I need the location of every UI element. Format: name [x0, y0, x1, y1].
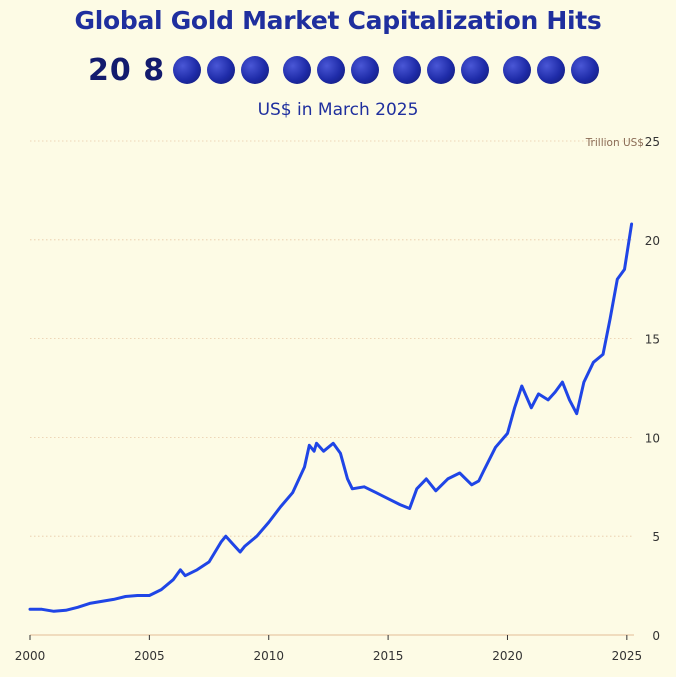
- masked-digit-dot: [427, 56, 456, 84]
- masked-digit-dot: [537, 56, 566, 84]
- masked-digit-dot: [393, 56, 422, 84]
- x-tick-label: 2010: [253, 649, 284, 663]
- y-tick-label: 15: [645, 333, 660, 347]
- masked-digit-dot: [461, 56, 490, 84]
- page-title: Global Gold Market Capitalization Hits: [74, 6, 602, 35]
- masked-digit-dot: [283, 56, 312, 84]
- big-number-digits: 20 8: [88, 52, 166, 88]
- y-tick-label: 5: [652, 530, 660, 544]
- masked-digit-dot: [571, 56, 600, 84]
- y-axis-tick-labels: 0 5 10 15 20 25: [645, 135, 660, 643]
- masked-digit-dot: [241, 56, 270, 84]
- masked-digit-dot: [503, 56, 532, 84]
- y-tick-label: 20: [645, 234, 660, 248]
- x-tick-label: 2020: [492, 649, 523, 663]
- y-tick-label: 10: [645, 431, 660, 445]
- gridlines: [30, 140, 634, 636]
- masked-digit-dot: [173, 56, 202, 84]
- y-axis-unit-label: Trillion US$: [585, 137, 644, 149]
- gold-market-cap-line: [28, 222, 634, 613]
- series-lines: [28, 222, 634, 613]
- big-number-dots: [167, 56, 600, 84]
- masked-digit-dot: [317, 56, 346, 84]
- x-tick-label: 2000: [15, 649, 46, 663]
- x-tick-label: 2025: [612, 649, 643, 663]
- y-tick-label: 25: [645, 135, 660, 149]
- y-tick-label: 0: [652, 629, 660, 643]
- x-tick-label: 2005: [134, 649, 165, 663]
- x-tick-label: 2015: [373, 649, 404, 663]
- masked-digit-dot: [351, 56, 380, 84]
- page-subtitle: US$ in March 2025: [257, 100, 419, 120]
- masked-digit-dot: [207, 56, 236, 84]
- x-axis-tick-labels: 2000 2005 2010 2015 2020 2025: [15, 635, 642, 663]
- big-number: 20 8: [88, 52, 600, 88]
